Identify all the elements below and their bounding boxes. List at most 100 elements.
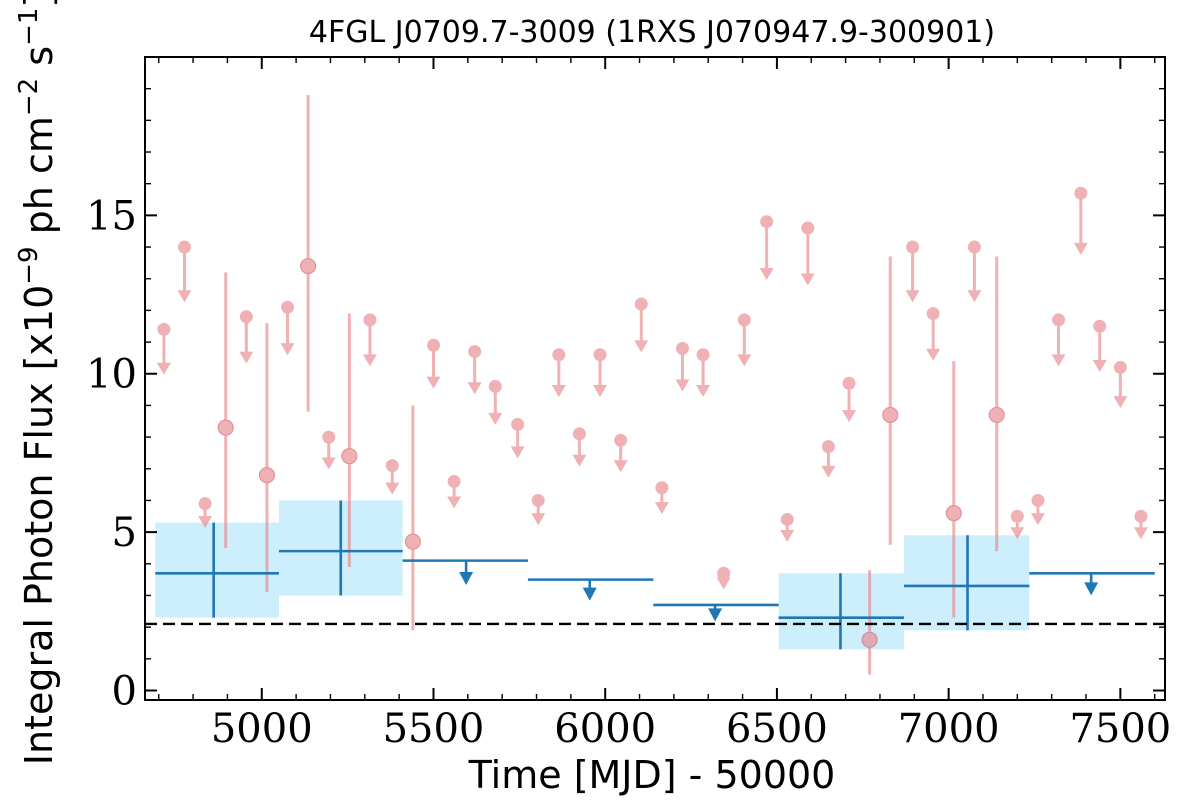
short-bin-point-group <box>1051 313 1066 367</box>
upper-limit-arrow <box>177 290 192 303</box>
short-bin-point-group <box>1010 509 1025 540</box>
upper-limit-arrow <box>426 376 441 389</box>
short-bin-point-group <box>280 300 295 356</box>
upper-limit-arrow <box>385 482 400 495</box>
x-tick-label: 7500 <box>1069 706 1171 752</box>
upper-limit-arrow <box>239 351 254 364</box>
short-bin-point <box>1093 319 1107 333</box>
short-bin-point-group <box>613 433 628 473</box>
plot-frame <box>144 56 1166 701</box>
short-bin-point <box>531 493 545 507</box>
long-bin-upper-limit-arrow <box>459 572 474 586</box>
y-tick-label: 10 <box>86 352 137 398</box>
short-bin-point-group <box>988 256 1005 552</box>
short-bin-point-group <box>967 240 982 303</box>
upper-limit-arrow <box>1113 396 1128 409</box>
upper-limit-arrow <box>1073 242 1088 255</box>
short-bin-point-group <box>300 95 317 412</box>
upper-limit-arrow <box>821 465 836 478</box>
short-bin-point <box>239 310 253 324</box>
short-bin-point <box>1113 360 1127 374</box>
upper-limit-arrow <box>613 460 628 473</box>
short-bin-point-group <box>1113 360 1128 409</box>
short-bin-point-group <box>675 341 690 392</box>
short-bin-point <box>198 497 212 511</box>
short-bin-point-group <box>821 440 836 478</box>
short-bin-point-group <box>156 322 171 375</box>
long-bin-band <box>155 522 279 618</box>
short-bin-point <box>945 505 962 522</box>
short-bin-point-group <box>842 376 857 423</box>
short-bin-point-group <box>551 348 566 398</box>
x-tick-label: 6500 <box>726 706 828 752</box>
x-tick-label: 5500 <box>383 706 485 752</box>
short-bin-point <box>322 430 336 444</box>
short-bin-point-group <box>737 313 752 367</box>
short-bin-point-group <box>488 379 503 425</box>
upper-limit-arrow <box>510 446 525 459</box>
short-bin-point-group <box>593 348 608 398</box>
upper-limit-arrow <box>447 496 462 509</box>
y-label-mid-2: s <box>17 46 61 78</box>
short-bin-point <box>926 307 940 321</box>
short-bin-point <box>341 448 358 465</box>
y-label-suffix: ] <box>17 0 61 8</box>
upper-limit-arrow <box>572 454 587 467</box>
short-bin-point-group <box>426 338 441 389</box>
short-bin-point-group <box>1030 493 1045 526</box>
upper-limit-arrow <box>321 457 336 470</box>
short-bin-point-group <box>321 430 336 470</box>
short-bin-point <box>447 474 461 488</box>
short-bin-point-group <box>861 570 878 675</box>
short-bin-point-group <box>1133 509 1148 540</box>
y-label-mid-1: ph cm <box>17 116 61 246</box>
short-bin-point-group <box>945 361 962 618</box>
short-bin-point <box>821 440 835 454</box>
short-bin-point-group <box>905 240 920 303</box>
short-bin-point-group <box>696 348 711 398</box>
x-tick-label: 7000 <box>898 706 1000 752</box>
y-tick-label: 5 <box>112 510 137 556</box>
short-bin-point <box>760 215 774 229</box>
upper-limit-arrow <box>905 290 920 303</box>
short-bin-point <box>1052 313 1066 327</box>
y-label-exp-3: −1 <box>14 8 44 46</box>
short-bin-point-group <box>177 240 192 303</box>
short-bin-point <box>988 406 1005 424</box>
short-bin-point-group <box>447 474 462 509</box>
x-tick-label: 6000 <box>554 706 656 752</box>
upper-limit-arrow <box>593 385 608 398</box>
upper-limit-arrow <box>280 343 295 356</box>
short-bin-point <box>468 345 482 359</box>
short-bin-point-group <box>258 323 276 593</box>
upper-limit-arrow <box>531 513 546 526</box>
chart-title: 4FGL J0709.7-3009 (1RXS J070947.9-300901… <box>309 15 995 50</box>
short-bin-point <box>157 322 171 336</box>
short-bin-point-group <box>1092 319 1107 372</box>
long-bin-upper-limit-arrow <box>582 587 597 601</box>
y-tick-label: 15 <box>86 193 137 239</box>
short-bin-point <box>675 341 689 355</box>
y-axis-label: Integral Photon Flux [x10−9 ph cm−2 s−1] <box>14 0 61 765</box>
upper-limit-arrow <box>926 348 941 361</box>
short-bin-point <box>780 512 794 526</box>
short-bin-point <box>217 419 234 436</box>
upper-limit-arrow <box>967 290 982 303</box>
short-bin-point <box>696 348 710 362</box>
x-tick-label: 5000 <box>211 706 313 752</box>
upper-limit-arrow <box>696 385 711 398</box>
upper-limit-arrow <box>737 354 752 367</box>
short-bin-point <box>906 240 920 254</box>
upper-limit-arrow <box>1010 527 1025 540</box>
upper-limit-arrow <box>1133 527 1148 540</box>
upper-limit-arrow <box>634 340 649 353</box>
upper-limit-arrow <box>1051 354 1066 367</box>
short-bin-point <box>300 257 317 275</box>
upper-limit-arrow <box>362 354 377 367</box>
upper-limit-arrow <box>467 382 482 395</box>
short-bin-point-group <box>404 405 421 631</box>
short-bin-point <box>426 338 440 352</box>
upper-limit-arrow <box>759 267 774 280</box>
upper-limit-arrow <box>654 502 669 515</box>
short-bin-point-group <box>926 307 941 361</box>
